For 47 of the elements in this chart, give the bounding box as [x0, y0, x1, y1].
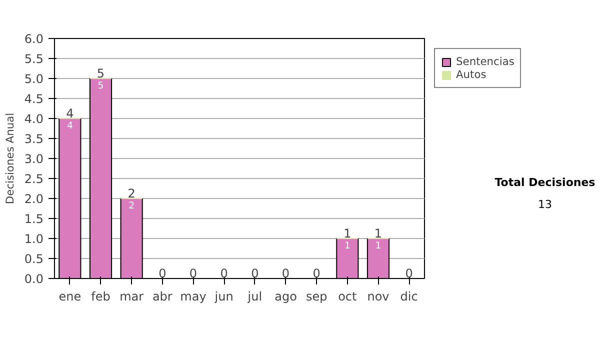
total-label: 5	[96, 66, 105, 80]
total-label: 0	[158, 266, 166, 280]
data-label: 2	[128, 200, 135, 212]
total-label: 0	[312, 266, 320, 280]
x-tick-label: dic	[400, 290, 418, 304]
x-tick-label: may	[180, 290, 206, 304]
y-axis-title: Decisiones Anual	[3, 112, 16, 204]
total-label: 0	[189, 266, 198, 280]
legend-label: Autos	[456, 68, 486, 81]
x-tick-label: nov	[367, 290, 390, 304]
total-label: 2	[128, 186, 136, 200]
text: 3.0	[24, 152, 44, 166]
text: 6.0	[24, 32, 44, 46]
total-label: 1	[374, 226, 382, 240]
x-tick-label: feb	[91, 290, 110, 304]
x-tick-label: ene	[58, 290, 82, 304]
text: 0.0	[24, 272, 44, 286]
text: 13	[536, 196, 553, 212]
text: 5.5	[24, 52, 44, 66]
legend-label: Sentencias	[456, 55, 514, 68]
x-tick-label: jul	[246, 290, 262, 304]
text: 2.5	[24, 172, 44, 186]
data-label: 1	[375, 240, 382, 252]
x-tick-label: abr	[152, 290, 172, 304]
data-label: 4	[66, 120, 73, 132]
total-label: 0	[405, 266, 413, 280]
data-label: 1	[344, 240, 350, 252]
x-tick-label: sep	[306, 290, 328, 304]
data-label: 5	[98, 80, 104, 92]
x-tick-label: jun	[214, 290, 234, 304]
x-tick-label: oct	[338, 290, 358, 304]
text: 0.5	[24, 252, 44, 266]
text: 2.0	[24, 192, 44, 206]
total-label: 0	[282, 266, 290, 280]
text: 4.5	[24, 92, 44, 106]
total-label: 0	[220, 266, 228, 280]
text: 4.0	[24, 112, 44, 126]
total-label: 4	[66, 106, 74, 120]
text: 1.0	[24, 232, 44, 246]
total-label: 1	[344, 226, 352, 240]
text: 3.5	[24, 132, 44, 146]
x-tick-label: mar	[120, 290, 144, 304]
x-tick-label: ago	[274, 290, 297, 304]
text: 5.0	[24, 72, 44, 86]
text: 1.5	[24, 212, 44, 226]
text: Total Decisiones	[494, 175, 596, 191]
total-label: 0	[251, 266, 259, 280]
